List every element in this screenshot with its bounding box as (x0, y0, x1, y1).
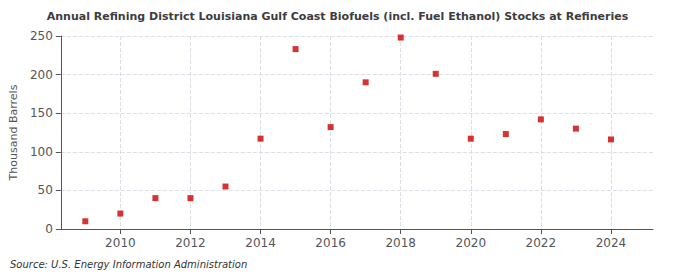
svg-text:50: 50 (38, 183, 53, 197)
svg-text:2018: 2018 (385, 236, 416, 250)
svg-text:200: 200 (30, 68, 53, 82)
svg-text:0: 0 (45, 222, 53, 236)
svg-text:2012: 2012 (175, 236, 206, 250)
svg-text:2022: 2022 (526, 236, 557, 250)
svg-text:2024: 2024 (596, 236, 627, 250)
svg-text:100: 100 (30, 145, 53, 159)
svg-text:2016: 2016 (315, 236, 346, 250)
svg-text:2020: 2020 (456, 236, 487, 250)
svg-text:2014: 2014 (245, 236, 276, 250)
svg-text:Annual Refining District Louis: Annual Refining District Louisiana Gulf … (47, 10, 629, 23)
svg-text:2010: 2010 (105, 236, 136, 250)
svg-text:250: 250 (30, 29, 53, 43)
svg-text:Thousand Barrels: Thousand Barrels (7, 84, 20, 181)
svg-text:150: 150 (30, 106, 53, 120)
svg-text:Source: U.S. Energy Informatio: Source: U.S. Energy Information Administ… (10, 259, 247, 270)
